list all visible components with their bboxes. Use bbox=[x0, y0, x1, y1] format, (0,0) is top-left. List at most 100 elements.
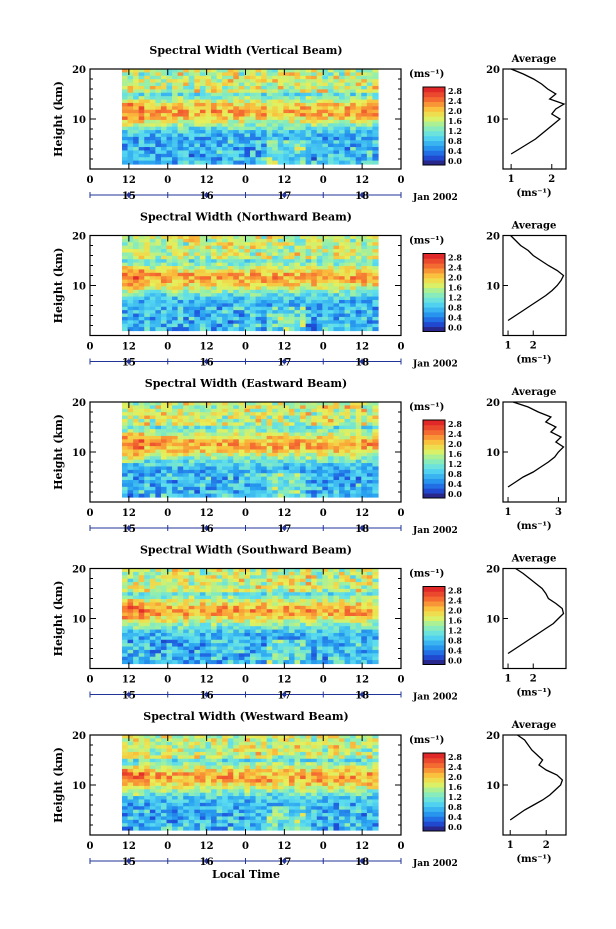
heatmap-cell bbox=[205, 310, 212, 315]
heatmap-cell bbox=[149, 422, 156, 427]
heatmap-cell bbox=[160, 415, 168, 420]
heatmap-cell bbox=[138, 140, 145, 145]
heatmap-cell bbox=[160, 653, 168, 658]
heatmap-cell bbox=[155, 473, 162, 478]
heatmap-cell bbox=[350, 480, 357, 485]
heatmap-cell bbox=[355, 69, 362, 73]
heatmap-cell bbox=[355, 446, 362, 451]
heatmap-cell bbox=[222, 245, 229, 250]
heatmap-cell bbox=[333, 439, 340, 444]
heatmap-cell bbox=[160, 96, 168, 101]
heatmap-cell bbox=[122, 432, 129, 437]
heatmap-cell bbox=[133, 242, 140, 247]
heatmap-cell bbox=[177, 599, 184, 604]
heatmap-cell bbox=[160, 242, 168, 247]
heatmap-cell bbox=[222, 123, 229, 128]
heatmap-cell bbox=[216, 599, 223, 604]
heatmap-cell bbox=[183, 293, 190, 298]
heatmap-cell bbox=[216, 578, 223, 583]
heatmap-cell bbox=[216, 459, 223, 464]
heatmap-cell bbox=[350, 283, 357, 287]
heatmap-cell bbox=[288, 245, 296, 250]
colorbar-segment bbox=[423, 140, 445, 146]
heatmap-cell bbox=[250, 429, 257, 434]
heatmap-cell bbox=[238, 483, 246, 488]
heatmap-cell bbox=[227, 89, 234, 94]
heatmap-cell bbox=[255, 616, 262, 620]
heatmap-cell bbox=[305, 473, 312, 478]
heatmap-cell bbox=[272, 266, 279, 271]
colorbar-segment bbox=[423, 297, 445, 303]
heatmap-cell bbox=[366, 123, 374, 128]
heatmap-cell bbox=[244, 473, 251, 478]
heatmap-cell bbox=[288, 96, 296, 101]
heatmap-cell bbox=[160, 327, 168, 332]
heatmap-cell bbox=[361, 299, 368, 304]
heatmap-cell bbox=[288, 249, 296, 254]
heatmap-cell bbox=[355, 82, 362, 87]
colorbar-tick-label: 0.0 bbox=[448, 489, 462, 499]
heatmap-cell bbox=[183, 286, 190, 291]
heatmap-cell bbox=[311, 259, 318, 264]
heatmap-cell bbox=[322, 459, 329, 464]
heatmap-cell bbox=[199, 116, 207, 121]
heatmap-cell bbox=[261, 653, 268, 658]
heatmap-cell bbox=[294, 123, 301, 128]
heatmap-cell bbox=[233, 269, 240, 274]
heatmap-cell bbox=[122, 446, 129, 451]
heatmap-cell bbox=[166, 160, 173, 165]
heatmap-cell bbox=[194, 160, 201, 165]
heatmap-cell bbox=[255, 602, 262, 607]
heatmap-cell bbox=[166, 418, 173, 423]
heatmap-cell bbox=[366, 133, 374, 138]
heatmap-cell bbox=[138, 147, 145, 152]
heatmap-cell bbox=[372, 119, 379, 124]
heatmap-cell bbox=[255, 299, 262, 304]
heatmap-cell bbox=[149, 147, 156, 152]
heatmap-cell bbox=[300, 272, 307, 277]
heatmap-cell bbox=[222, 415, 229, 420]
heatmap-cell bbox=[272, 323, 279, 328]
x-tick-label: 0 bbox=[320, 508, 327, 519]
heatmap-cell bbox=[333, 235, 340, 240]
heatmap-cell bbox=[149, 82, 156, 87]
heatmap-cell bbox=[272, 160, 279, 165]
heatmap-cell bbox=[311, 130, 318, 135]
heatmap-cell bbox=[194, 483, 201, 488]
heatmap-cell bbox=[149, 429, 156, 434]
heatmap-cell bbox=[255, 286, 262, 291]
heatmap-cell bbox=[372, 422, 379, 427]
heatmap-cell bbox=[233, 588, 240, 593]
heatmap-cell bbox=[350, 402, 357, 406]
heatmap-cell bbox=[255, 639, 262, 644]
heatmap-cell bbox=[316, 245, 323, 250]
heatmap-cell bbox=[244, 605, 251, 610]
heatmap-cell bbox=[350, 276, 357, 281]
heatmap-cell bbox=[155, 299, 162, 304]
heatmap-cell bbox=[133, 89, 140, 94]
heatmap-cell bbox=[149, 588, 156, 593]
heatmap-cell bbox=[272, 592, 279, 597]
heatmap-cell bbox=[255, 140, 262, 145]
heatmap-cell bbox=[188, 310, 195, 315]
heatmap-cell bbox=[149, 327, 156, 332]
heatmap-cell bbox=[216, 286, 223, 291]
heatmap-cell bbox=[127, 327, 134, 332]
heatmap-cell bbox=[160, 126, 168, 131]
heatmap-cell bbox=[366, 405, 374, 410]
heatmap-cell bbox=[199, 123, 207, 128]
heatmap-cell bbox=[294, 456, 301, 461]
heatmap-cell bbox=[238, 109, 246, 114]
heatmap-cell bbox=[250, 147, 257, 152]
heatmap-cell bbox=[160, 636, 168, 641]
heatmap-cell bbox=[244, 116, 251, 121]
heatmap-cell bbox=[339, 99, 346, 104]
heatmap-cell bbox=[316, 106, 323, 111]
heatmap-cell bbox=[183, 116, 190, 121]
heatmap-cell bbox=[133, 442, 140, 447]
heatmap-cell bbox=[255, 259, 262, 264]
heatmap-cell bbox=[294, 72, 301, 77]
heatmap-cell bbox=[138, 466, 145, 471]
heatmap-cell bbox=[250, 636, 257, 641]
heatmap-cell bbox=[316, 130, 323, 135]
